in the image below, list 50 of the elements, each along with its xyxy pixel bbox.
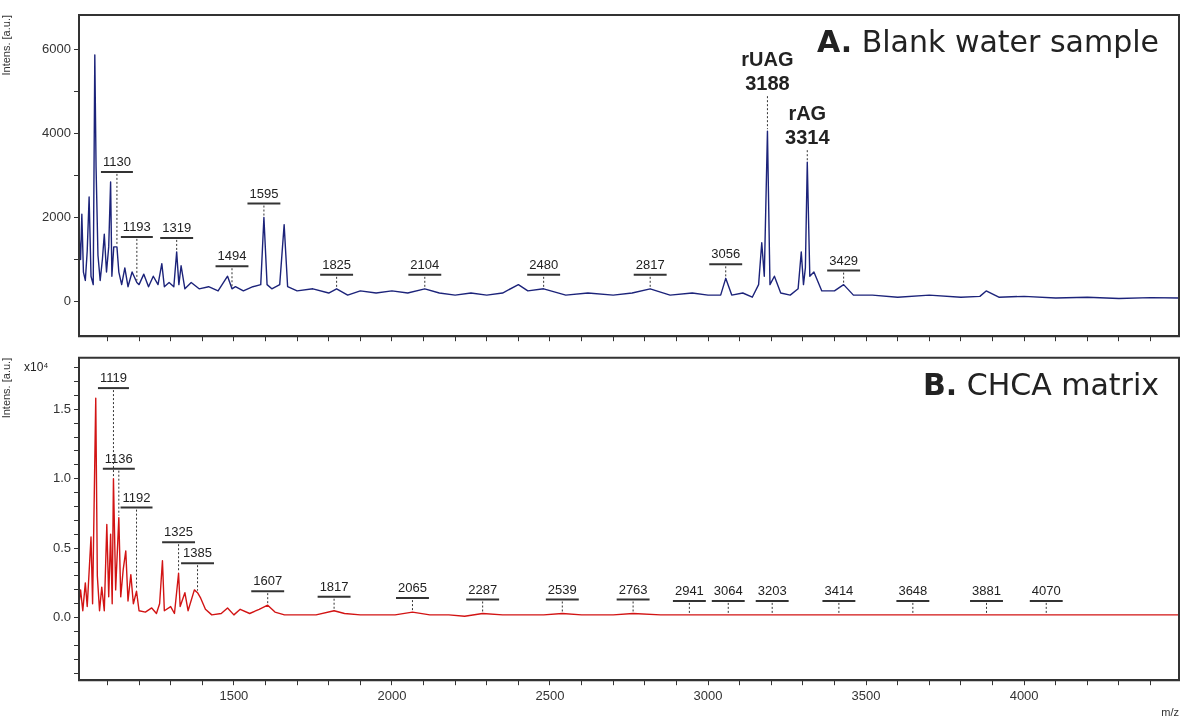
x-tick-label: 1500 (219, 687, 249, 703)
annotation: 2104 (410, 256, 440, 272)
annotation: 2941 (674, 582, 704, 598)
annotation: 2065 (398, 580, 427, 596)
y-tick-label: 2000 (42, 209, 71, 225)
y-axis-title: Intens. [a.u.] (0, 357, 12, 419)
annotation: 3414 (824, 582, 854, 598)
y-tick-label: 1.5 (52, 400, 71, 416)
x-tick-label: 2000 (377, 687, 407, 703)
annotation: 1130 (102, 153, 131, 169)
annotation: 2287 (468, 581, 498, 597)
x-tick-label: 3000 (693, 687, 723, 703)
chart-title: A. Blank water sample (816, 23, 1159, 59)
y-tick-label: 0 (63, 292, 71, 308)
y-tick-label: 0.5 (52, 539, 71, 555)
annotation: 2817 (635, 256, 665, 272)
annotation: 3648 (898, 582, 928, 598)
annotation: 3064 (713, 582, 743, 598)
annotation: 3429 (829, 252, 859, 268)
y-tick-label: 6000 (42, 41, 71, 57)
annotation: 2480 (529, 256, 559, 272)
annotation: 2763 (618, 581, 648, 597)
annotation: 1192 (122, 489, 151, 505)
annotation: 1385 (183, 545, 212, 561)
annotation: 1494 (217, 248, 247, 264)
y-axis-title: Intens. [a.u.] (0, 15, 12, 76)
annotation: 1825 (322, 256, 352, 272)
annotation: 3056 (711, 246, 741, 262)
annotation: 1607 (253, 573, 283, 589)
x-tick-label: 4000 (1009, 687, 1039, 703)
annotation: 1595 (249, 185, 279, 201)
annotation: rAG 3314 (785, 101, 831, 148)
x-axis-title: m/z (1161, 706, 1179, 719)
annotation: 4070 (1031, 582, 1061, 598)
annotation: 3203 (757, 582, 787, 598)
annotation: 1319 (162, 219, 192, 235)
annotation: 1136 (104, 450, 133, 466)
y-tick-label: 0.0 (52, 609, 71, 625)
x-tick-label: 3500 (851, 687, 881, 703)
y-tick-label: 1.0 (52, 470, 71, 486)
annotation: 2539 (547, 581, 577, 597)
x-tick-label: 2500 (535, 687, 565, 703)
text: x10⁴ (24, 360, 49, 375)
annotation: 1119 (99, 370, 127, 386)
chart-title: B. CHCA matrix (922, 366, 1159, 402)
annotation: 1817 (319, 578, 349, 594)
annotation: 3881 (972, 582, 1001, 598)
annotation: 1325 (164, 524, 194, 540)
annotation: 1193 (122, 218, 151, 234)
y-tick-label: 4000 (42, 125, 71, 141)
